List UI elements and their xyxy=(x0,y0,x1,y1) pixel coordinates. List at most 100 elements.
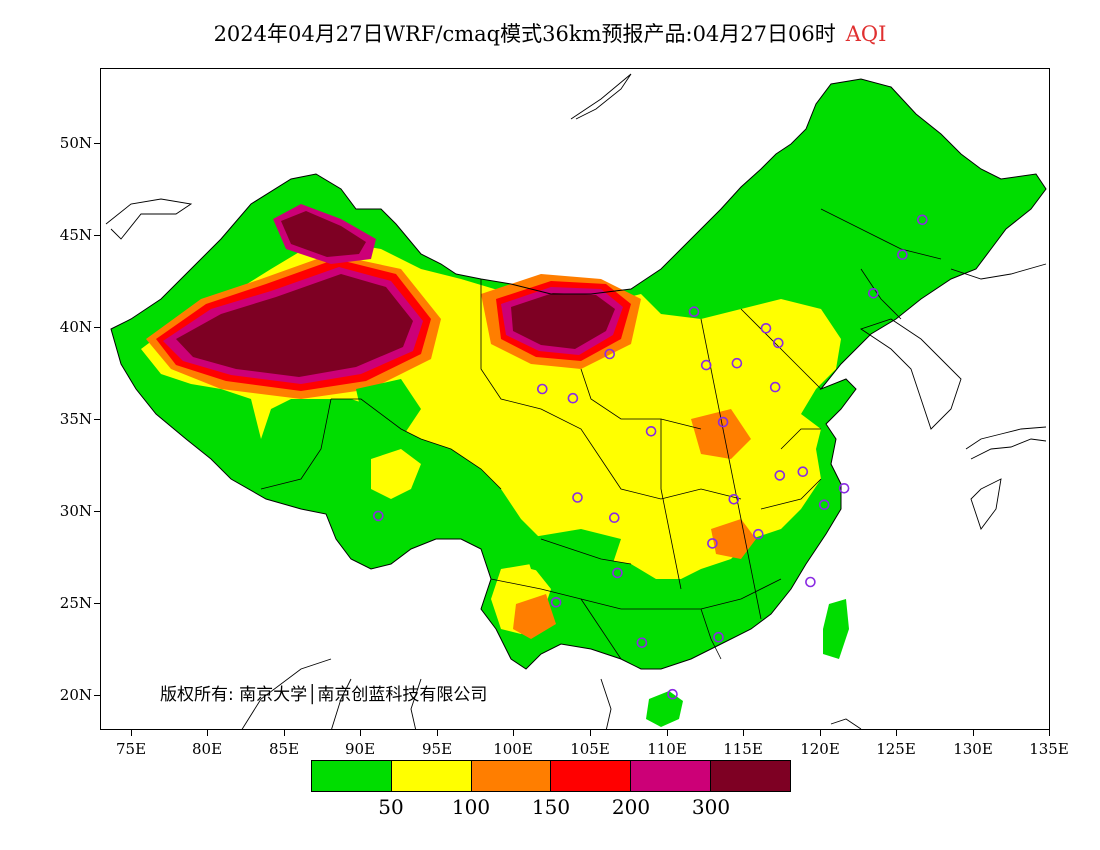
station-marker xyxy=(797,466,809,478)
legend-label: 100 xyxy=(451,795,491,819)
station-marker xyxy=(769,381,781,393)
neighbour-coastlines xyxy=(105,73,1047,729)
xtick-label: 105E xyxy=(570,740,610,758)
region-orange-5 xyxy=(513,594,556,639)
xtick-label: 100E xyxy=(493,740,533,758)
station-markers xyxy=(372,214,928,700)
station-marker xyxy=(867,288,879,299)
ytick-mark xyxy=(94,419,100,420)
ytick-label: 35N xyxy=(59,410,92,428)
station-marker xyxy=(667,688,678,700)
xtick-label: 135E xyxy=(1029,740,1069,758)
xtick-mark xyxy=(743,730,744,736)
xtick-label: 115E xyxy=(723,740,763,758)
station-marker xyxy=(897,249,908,260)
ytick-mark xyxy=(94,695,100,696)
region-orange-3 xyxy=(691,409,751,459)
legend-swatch xyxy=(471,761,552,791)
title-text: 2024年04月27日WRF/cmaq模式36km预报产品:04月27日06时 xyxy=(213,22,836,46)
aqi-map xyxy=(105,73,1047,729)
station-marker xyxy=(372,510,384,522)
region-orange-4 xyxy=(711,519,756,559)
station-marker xyxy=(728,493,740,505)
xtick-mark xyxy=(437,730,438,736)
station-marker xyxy=(536,383,548,395)
ytick-mark xyxy=(94,235,100,236)
station-marker xyxy=(838,482,850,494)
station-marker xyxy=(760,322,772,334)
xtick-label: 85E xyxy=(268,740,300,758)
china-border xyxy=(110,78,1047,670)
station-marker xyxy=(707,538,718,549)
station-marker xyxy=(774,470,786,481)
ytick-label: 50N xyxy=(59,134,92,152)
xtick-label: 110E xyxy=(647,740,687,758)
xtick-label: 125E xyxy=(876,740,916,758)
legend-label: 300 xyxy=(691,795,731,819)
region-maroon-2 xyxy=(281,211,366,257)
xtick-mark xyxy=(590,730,591,736)
station-marker xyxy=(612,567,623,579)
xtick-mark xyxy=(820,730,821,736)
legend-label: 200 xyxy=(611,795,651,819)
xtick-label: 120E xyxy=(800,740,840,758)
xtick-mark xyxy=(973,730,974,736)
station-marker xyxy=(805,576,816,588)
xtick-label: 130E xyxy=(953,740,993,758)
ytick-mark xyxy=(94,327,100,328)
station-marker xyxy=(818,499,830,511)
ytick-label: 45N xyxy=(59,226,92,244)
xtick-mark xyxy=(667,730,668,736)
xtick-label: 95E xyxy=(421,740,453,758)
map-title: 2024年04月27日WRF/cmaq模式36km预报产品:04月27日06时 A… xyxy=(0,18,1100,48)
ytick-mark xyxy=(94,603,100,604)
station-marker xyxy=(688,306,700,317)
legend-label: 50 xyxy=(378,795,404,819)
legend-swatch xyxy=(711,761,790,791)
ytick-label: 25N xyxy=(59,594,92,612)
region-maroon-3 xyxy=(511,293,615,349)
taiwan-green xyxy=(823,599,849,659)
xtick-mark xyxy=(1049,730,1050,736)
station-marker xyxy=(572,492,583,503)
station-marker xyxy=(567,392,579,404)
ytick-mark xyxy=(94,143,100,144)
legend-swatch xyxy=(312,761,392,791)
station-marker xyxy=(772,337,784,349)
legend-label: 150 xyxy=(531,795,571,819)
ytick-label: 40N xyxy=(59,318,92,336)
region-green-inner-2 xyxy=(521,529,621,579)
ytick-label: 30N xyxy=(59,502,92,520)
ytick-mark xyxy=(94,511,100,512)
station-marker xyxy=(636,637,648,649)
legend-swatch xyxy=(391,761,472,791)
station-marker xyxy=(713,631,724,643)
region-yellow-sw xyxy=(371,449,421,499)
legend-swatch xyxy=(551,761,632,791)
legend-swatch xyxy=(631,761,712,791)
xtick-mark xyxy=(513,730,514,736)
station-marker xyxy=(916,214,928,226)
xtick-label: 75E xyxy=(115,740,147,758)
region-maroon-1 xyxy=(176,274,413,377)
map-frame xyxy=(100,68,1050,730)
xtick-mark xyxy=(284,730,285,736)
xtick-mark xyxy=(131,730,132,736)
region-green-inner-1 xyxy=(356,379,421,439)
title-variable: AQI xyxy=(845,22,887,46)
station-marker xyxy=(731,357,743,369)
color-legend xyxy=(311,760,791,792)
station-marker xyxy=(752,528,764,540)
station-marker xyxy=(608,512,620,524)
xtick-mark xyxy=(360,730,361,736)
xtick-label: 80E xyxy=(191,740,223,758)
hainan-green xyxy=(646,691,683,727)
copyright-text: 版权所有: 南京大学│南京创蓝科技有限公司 xyxy=(160,685,488,705)
xtick-mark xyxy=(896,730,897,736)
xtick-mark xyxy=(207,730,208,736)
xtick-label: 90E xyxy=(344,740,376,758)
station-marker xyxy=(700,359,712,371)
ytick-label: 20N xyxy=(59,686,92,704)
station-marker xyxy=(550,596,562,608)
station-marker xyxy=(717,416,729,428)
